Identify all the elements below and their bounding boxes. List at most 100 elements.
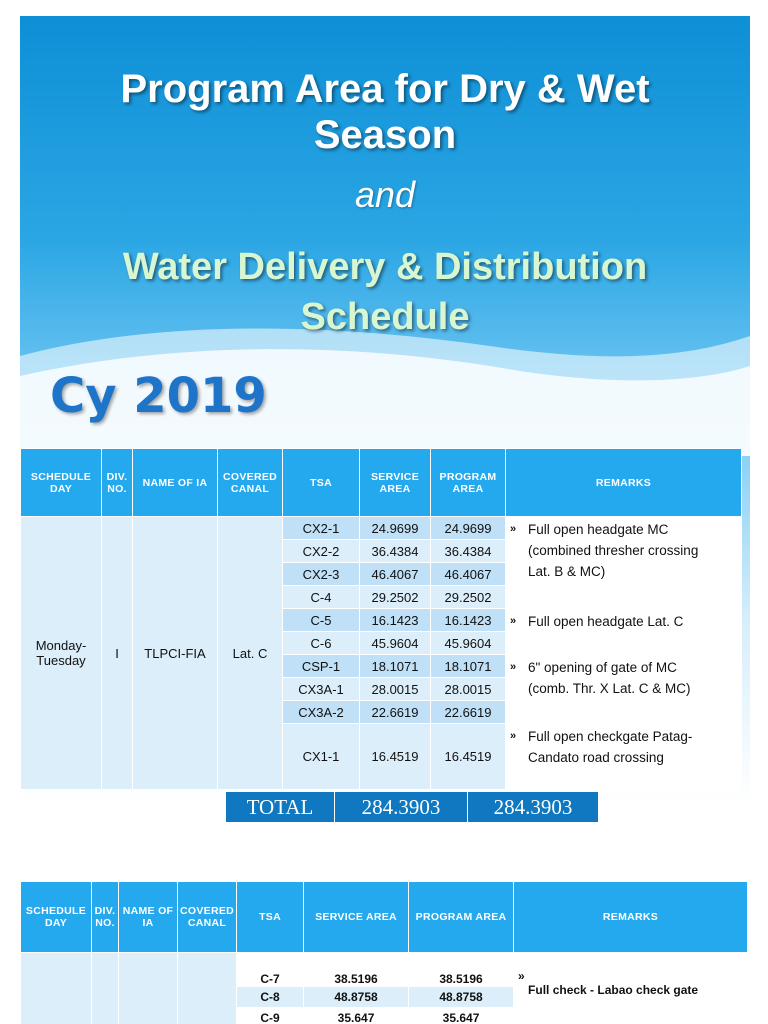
program-area-cell: 24.9699 [430,516,506,540]
cy-label: Cy 2019 [50,368,267,424]
title-heading: Program Area for Dry & Wet Season [20,66,750,158]
tsa-cell: CX3A-1 [282,677,360,701]
tsa-cell: C-9 [236,1007,305,1024]
title-connector: and [354,174,416,215]
header-div-no: DIV. NO. [91,881,119,953]
table-row: C-9 35.647 35.647 [21,1007,748,1024]
table-row: CSP-1 18.1071 18.1071 » 6" opening of gat… [21,654,742,724]
program-area-cell: 18.1071 [430,654,506,678]
header-program-area: PROGRAM AREA [408,881,515,953]
title-line-2: Season [313,113,457,157]
service-area-cell: 16.4519 [359,723,431,790]
header-schedule-day: SCHEDULE DAY [20,448,102,517]
table-row: Monday-Tuesday I TLPCI-FIA Lat. C CX2-1 … [20,516,742,790]
service-area-cell: 46.4067 [359,562,431,586]
program-area-cell: 16.1423 [430,608,506,632]
remark-text: Full open headgate MC (combined thresher… [528,522,699,579]
subtitle-line-1: Water Delivery & Distribution [122,246,648,288]
table-row: CX3A-2 22.6619 22.6619 [21,700,742,724]
service-area-cell: 48.8758 [303,986,410,1008]
service-area-cell: 38.5196 [303,952,410,987]
table-row: C-4 29.2502 29.2502 [21,585,742,609]
tsa-cell: CX3A-2 [282,700,360,724]
div-no-cell: I [101,516,133,790]
total-service-area: 284.3903 [335,792,468,822]
remarks-cell: »Full check - Labao check gate [513,952,748,1024]
remarks-cell: » Full open headgate Lat. C [505,608,742,655]
service-area-cell: 36.4384 [359,539,431,563]
tsa-cell: CX2-3 [282,562,360,586]
service-area-cell: 29.2502 [359,585,431,609]
remarks-cell: » Full open headgate MC (combined threshe… [505,516,742,609]
remark-text: 6" opening of gate of MC (comb. Thr. X L… [528,660,691,696]
bullet-icon: » [510,730,517,742]
remarks-cell: » 6" opening of gate of MC (comb. Thr. X … [505,654,742,724]
program-area-cell: 16.4519 [430,723,506,790]
program-area-cell: 35.647 [408,1007,515,1024]
header-covered-canal: COVERED CANAL [176,881,238,953]
header-tsa: TSA [282,448,360,517]
program-area-cell: 22.6619 [430,700,506,724]
table-row: CX2-3 46.4067 46.4067 [21,562,742,586]
service-area-cell: 22.6619 [359,700,431,724]
header-div-no: DIV. NO. [101,448,133,517]
covered-canal-cell: Lat. C [217,516,283,790]
header-covered-canal: COVERED CANAL [217,448,283,517]
schedule-day-cell: Monday-Tuesday [20,516,102,790]
remark-text: Full check - Labao check gate [528,983,699,997]
bullet-icon: » [510,523,517,535]
table-row: CX1-1 16.4519 16.4519 » Full open checkga… [21,723,742,790]
program-area-cell: 46.4067 [430,562,506,586]
table-row: CX3A-1 28.0015 28.0015 [21,677,742,701]
header-schedule-day: SCHEDULE DAY [20,881,92,953]
table-row: CX2-2 36.4384 36.4384 [21,539,742,563]
wave-decoration [20,328,750,456]
header-service-area: SERVICE AREA [303,881,410,953]
table-row: C-6 45.9604 45.9604 [21,631,742,655]
bullet-icon: » [510,615,517,627]
div-no-cell [91,952,119,1024]
slide: Program Area for Dry & Wet Season and Wa… [20,16,750,1024]
total-program-area: 284.3903 [468,792,598,822]
name-of-ia-cell [118,952,178,1024]
header-program-area: PROGRAM AREA [430,448,506,517]
header-tsa: TSA [236,881,305,953]
name-of-ia-cell: TLPCI-FIA [132,516,218,790]
header-remarks: REMARKS [513,881,748,953]
program-area-cell: 45.9604 [430,631,506,655]
schedule-table-2: SCHEDULE DAY DIV. NO. NAME OF IA COVERED… [20,881,748,1024]
service-area-cell: 35.647 [303,1007,410,1024]
tsa-cell: CX1-1 [282,723,360,790]
remark-text: Full open checkgate Patag-Candato road c… [528,729,693,765]
schedule-day-cell [20,952,92,1024]
service-area-cell: 28.0015 [359,677,431,701]
tsa-cell: C-5 [282,608,360,632]
subtitle-line-2: Schedule [300,296,470,338]
service-area-cell: 45.9604 [359,631,431,655]
tsa-cell: CX2-2 [282,539,360,563]
service-area-cell: 24.9699 [359,516,431,540]
remarks-cell: » Full open checkgate Patag-Candato road … [505,723,742,790]
tsa-cell: C-7 [236,952,305,987]
title-line-1: Program Area for Dry & Wet [120,67,650,111]
table-row: C-7 38.5196 38.5196 »Full check - Labao … [20,952,748,1024]
covered-canal-cell [176,952,238,1024]
tsa-cell: C-4 [282,585,360,609]
bullet-icon: » [518,969,525,983]
tsa-cell: C-6 [282,631,360,655]
service-area-cell: 18.1071 [359,654,431,678]
header-name-of-ia: NAME OF IA [132,448,218,517]
service-area-cell: 16.1423 [359,608,431,632]
subtitle-heading: Water Delivery & Distribution Schedule [20,242,750,342]
header-service-area: SERVICE AREA [359,448,431,517]
header-name-of-ia: NAME OF IA [118,881,178,953]
header-remarks: REMARKS [505,448,742,517]
table-header-row: SCHEDULE DAY DIV. NO. NAME OF IA COVERED… [20,881,748,953]
program-area-cell: 38.5196 [408,952,515,987]
table-header-row: SCHEDULE DAY DIV. NO. NAME OF IA COVERED… [20,448,742,517]
program-area-cell: 48.8758 [408,986,515,1008]
bullet-icon: » [510,661,517,673]
program-area-cell: 36.4384 [430,539,506,563]
schedule-table-1: SCHEDULE DAY DIV. NO. NAME OF IA COVERED… [20,448,742,790]
total-label: TOTAL [226,792,335,822]
